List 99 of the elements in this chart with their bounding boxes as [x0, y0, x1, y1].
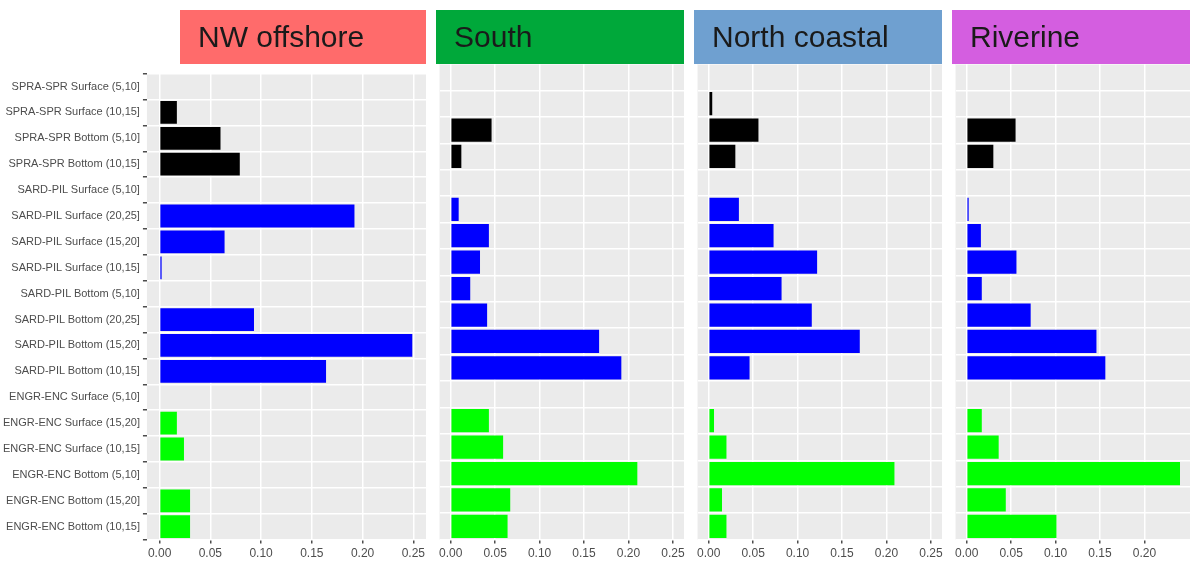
bar — [967, 276, 982, 301]
bar — [967, 224, 981, 248]
bar — [451, 276, 471, 301]
bar — [160, 126, 221, 150]
bar — [160, 152, 240, 176]
chart-title: NW offshore — [180, 10, 426, 64]
y-tick-label: SARD-PIL Bottom (20,25] — [14, 312, 140, 325]
x-tick-label: 0.15 — [572, 546, 597, 561]
y-tick-label: SARD-PIL Bottom (10,15] — [14, 364, 140, 377]
chart-title: North coastal — [694, 10, 942, 64]
x-tick-label: 0.25 — [919, 546, 943, 561]
bar — [451, 250, 481, 274]
bar — [451, 224, 489, 248]
x-tick-label: 0.20 — [874, 546, 899, 561]
y-tick-label: SPRA-SPR Surface (5,10] — [11, 79, 140, 92]
bar — [160, 308, 254, 331]
bar — [451, 197, 459, 221]
bar — [709, 409, 715, 433]
chart-title: Riverine — [952, 10, 1190, 64]
bar — [709, 514, 727, 539]
bar — [451, 303, 488, 327]
bar — [967, 303, 1031, 327]
y-tick-label: ENGR-ENC Bottom (10,15] — [6, 519, 140, 532]
bar — [160, 489, 191, 513]
x-tick-label: 0.05 — [483, 546, 508, 561]
bar — [709, 197, 739, 221]
bar — [451, 144, 462, 169]
bar — [160, 515, 191, 539]
bar — [709, 435, 727, 459]
x-tick-label: 0.20 — [616, 546, 641, 561]
bar — [709, 329, 860, 354]
bar — [967, 118, 1016, 142]
bar — [709, 144, 736, 169]
bar — [160, 334, 413, 357]
bar — [967, 356, 1106, 380]
bar — [967, 329, 1097, 354]
bar — [709, 303, 812, 327]
x-tick-label: 0.10 — [527, 546, 552, 561]
bar — [967, 144, 994, 169]
x-tick-label: 0.15 — [830, 546, 855, 561]
x-tick-label: 0.05 — [198, 546, 223, 561]
chart-title: South — [436, 10, 684, 64]
x-tick-label: 0.00 — [147, 546, 172, 561]
x-tick-label: 0.15 — [300, 546, 324, 561]
x-tick-label: 0.05 — [741, 546, 766, 561]
y-tick-label: SARD-PIL Surface (15,20] — [11, 234, 140, 247]
x-tick-label: 0.10 — [249, 546, 274, 561]
x-tick-label: 0.10 — [785, 546, 810, 561]
bar — [451, 329, 600, 354]
bar — [160, 101, 177, 124]
x-tick-label: 0.00 — [697, 546, 721, 561]
bar — [967, 409, 982, 433]
y-tick-label: ENGR-ENC Bottom (15,20] — [6, 493, 140, 506]
bar — [967, 250, 1017, 274]
y-tick-label: SPRA-SPR Bottom (5,10] — [14, 131, 140, 144]
y-tick-label: ENGR-ENC Surface (15,20] — [3, 416, 140, 429]
bar — [160, 411, 177, 435]
y-tick-label: SARD-PIL Surface (5,10] — [17, 183, 140, 196]
x-tick-label: 0.15 — [1088, 546, 1113, 561]
bar — [967, 514, 1057, 539]
x-tick-label: 0.10 — [1043, 546, 1068, 561]
bar — [709, 250, 818, 274]
bar — [160, 204, 355, 228]
x-tick-label: 0.25 — [661, 546, 685, 561]
bar — [451, 514, 508, 539]
bar — [160, 359, 327, 383]
y-tick-label: SPRA-SPR Bottom (10,15] — [8, 157, 140, 170]
bar — [709, 488, 723, 512]
y-tick-label: ENGR-ENC Surface (10,15] — [3, 442, 140, 455]
x-tick-label: 0.25 — [401, 546, 426, 561]
y-tick-label: SARD-PIL Surface (20,25] — [11, 209, 140, 222]
x-tick-label: 0.20 — [1132, 546, 1157, 561]
bar — [709, 461, 895, 486]
y-tick-label: SARD-PIL Bottom (15,20] — [14, 338, 140, 351]
x-tick-label: 0.00 — [439, 546, 463, 561]
y-tick-label: SPRA-SPR Surface (10,15] — [5, 105, 140, 118]
bar — [451, 488, 511, 512]
x-tick-label: 0.05 — [999, 546, 1024, 561]
bar — [967, 435, 999, 459]
x-tick-label: 0.00 — [955, 546, 979, 561]
bar — [967, 461, 1180, 486]
bar — [451, 435, 504, 459]
x-tick-label: 0.20 — [350, 546, 375, 561]
bar — [451, 461, 638, 486]
bar — [709, 118, 759, 142]
bar — [451, 356, 622, 380]
bar — [160, 230, 225, 254]
bar — [451, 118, 492, 142]
bar — [709, 276, 782, 301]
y-tick-label: ENGR-ENC Bottom (5,10] — [12, 467, 140, 480]
bar — [709, 92, 713, 116]
bar — [160, 437, 184, 461]
bar — [967, 488, 1006, 512]
y-tick-label: SARD-PIL Surface (10,15] — [11, 260, 140, 273]
bar — [451, 409, 489, 433]
bar — [709, 224, 774, 248]
y-tick-label: SARD-PIL Bottom (5,10] — [20, 286, 140, 299]
bar — [709, 356, 750, 380]
y-tick-label: ENGR-ENC Surface (5,10] — [9, 390, 140, 403]
